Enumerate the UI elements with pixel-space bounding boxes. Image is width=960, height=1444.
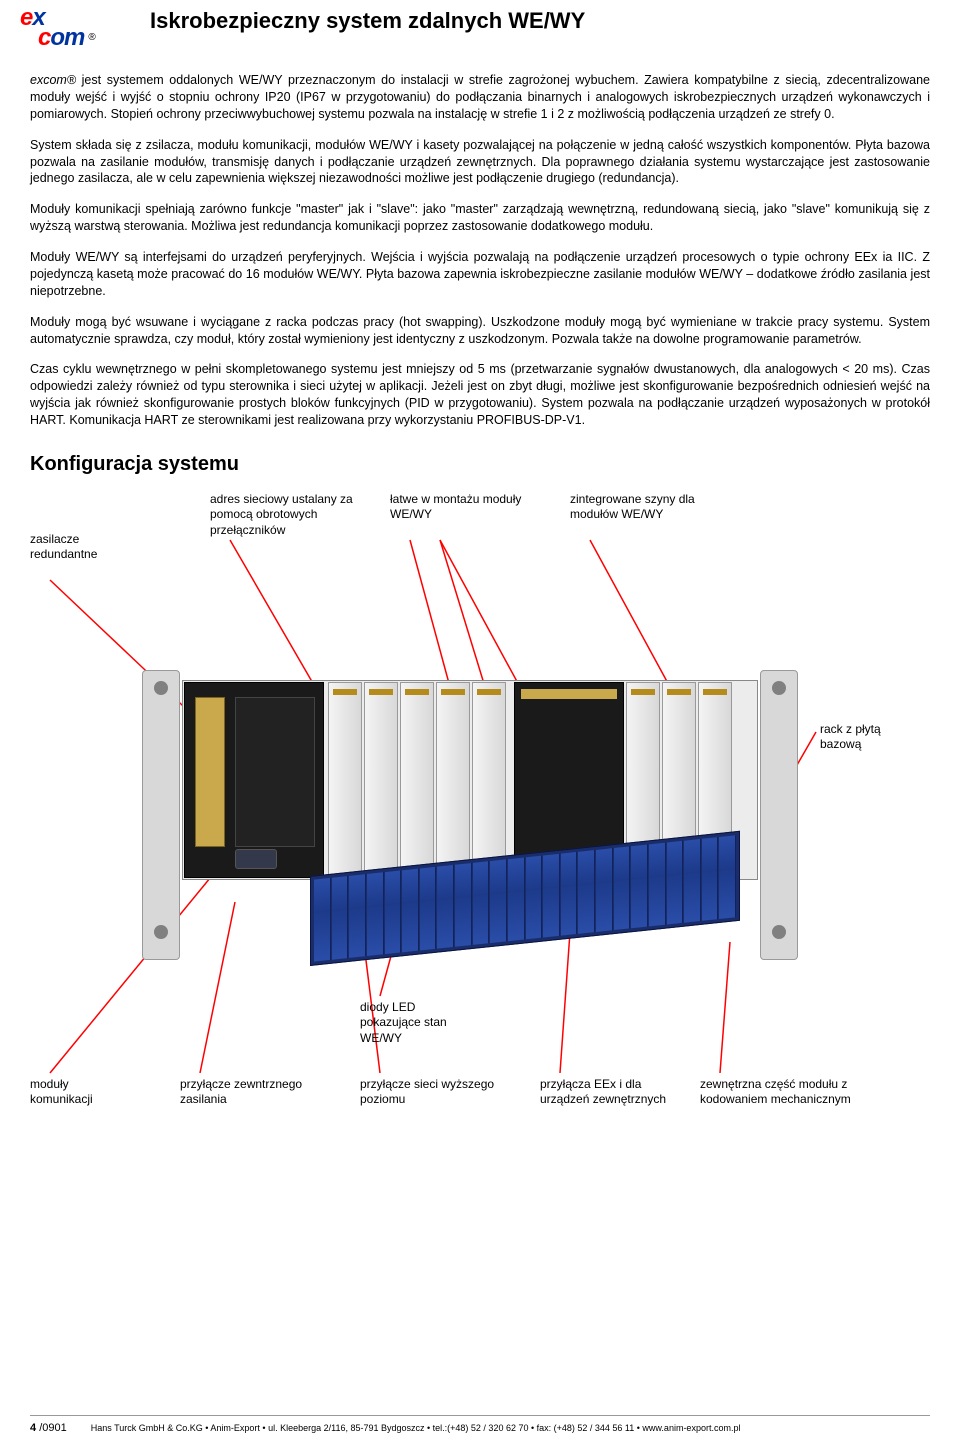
terminal-column [649, 843, 666, 927]
paragraph-4: Moduły WE/WY są interfejsami do urządzeń… [30, 249, 930, 300]
module-stripe [369, 689, 393, 695]
terminal-column [385, 870, 402, 954]
power-supply-unit [184, 682, 324, 878]
terminal-column [349, 874, 366, 958]
paragraph-6: Czas cyklu wewnętrznego w pełni skomplet… [30, 361, 930, 429]
callout-label: zewnętrzna część modułu z kodowaniem mec… [700, 1077, 870, 1108]
terminal-column [614, 846, 631, 930]
logo-c: c [38, 24, 50, 51]
terminal-column [508, 857, 525, 941]
terminal-column [402, 868, 419, 952]
terminal-column [420, 867, 437, 951]
terminal-column [684, 839, 701, 923]
module-stripe [667, 689, 691, 695]
paragraph-5: Moduły mogą być wsuwane i wyciągane z ra… [30, 314, 930, 348]
callout-label: zasilacze redundantne [30, 532, 130, 563]
module-stripe [703, 689, 727, 695]
terminal-column [702, 837, 719, 921]
module-stripe [441, 689, 465, 695]
footer-company: Hans Turck GmbH & Co.KG • Anim-Export • … [91, 1423, 741, 1433]
callout-label: rack z płytą bazową [820, 722, 920, 753]
mount-bracket-left [142, 670, 180, 960]
section-title: Konfiguracja systemu [0, 443, 960, 476]
callout-label: przyłącze zewntrznego zasilania [180, 1077, 340, 1108]
terminal-column [473, 861, 490, 945]
module-stripe [631, 689, 655, 695]
callout-label: zintegrowane szyny dla modułów WE/WY [570, 492, 730, 523]
paragraph-2: System składa się z zsilacza, modułu kom… [30, 137, 930, 188]
device-illustration [160, 652, 780, 982]
io-module [364, 682, 398, 878]
registered-mark: ® [88, 32, 94, 43]
callout-label: przyłącza EEx i dla urządzeń zewnętrznyc… [540, 1077, 680, 1108]
terminal-column [631, 844, 648, 928]
module-stripe [333, 689, 357, 695]
terminal-column [367, 872, 384, 956]
callout-label: łatwe w montażu moduły WE/WY [390, 492, 550, 523]
body-text: excom® jest systemem oddalonych WE/WY pr… [0, 62, 960, 429]
io-module [400, 682, 434, 878]
terminal-column [332, 876, 349, 960]
module-stripe [477, 689, 501, 695]
terminal-column [561, 852, 578, 936]
terminal-column [490, 859, 507, 943]
terminal-column [437, 865, 454, 949]
page-title: Iskrobezpieczny system zdalnych WE/WY [150, 8, 585, 34]
io-module [472, 682, 506, 878]
page-footer: 4 /0901 Hans Turck GmbH & Co.KG • Anim-E… [30, 1415, 930, 1434]
system-diagram: zasilacze redundantne adres sieciowy usta… [30, 492, 930, 1132]
psu-port [235, 849, 277, 869]
terminal-column [667, 841, 684, 925]
io-module [436, 682, 470, 878]
terminal-column [526, 855, 543, 939]
logo-om: om [50, 24, 84, 51]
p1-rest: jest systemem oddalonych WE/WY przeznacz… [30, 73, 930, 121]
mount-bracket-right [760, 670, 798, 960]
terminal-column [719, 835, 736, 919]
callout-label: diody LED pokazujące stan WE/WY [360, 1000, 470, 1047]
excom-logo: ex com® [20, 8, 120, 58]
callout-label: adres sieciowy ustalany za pomocą obroto… [210, 492, 380, 539]
paragraph-3: Moduły komunikacji spełniają zarówno fun… [30, 201, 930, 235]
terminal-column [578, 850, 595, 934]
logo-e: e [20, 4, 32, 31]
footer-page: 4 /0901 [30, 1422, 67, 1434]
callout-label: przyłącze sieci wyższego poziomu [360, 1077, 510, 1108]
terminal-column [543, 854, 560, 938]
terminal-column [596, 848, 613, 932]
terminal-column [455, 863, 472, 947]
psu-center [235, 697, 315, 847]
brand-name: excom® [30, 73, 76, 87]
paragraph-1: excom® jest systemem oddalonych WE/WY pr… [30, 72, 930, 123]
module-stripe [405, 689, 429, 695]
psu-label [195, 697, 225, 847]
callout-label: moduły komunikacji [30, 1077, 130, 1108]
io-module [328, 682, 362, 878]
terminal-column [314, 878, 331, 962]
blank-module-stripe [521, 689, 617, 699]
